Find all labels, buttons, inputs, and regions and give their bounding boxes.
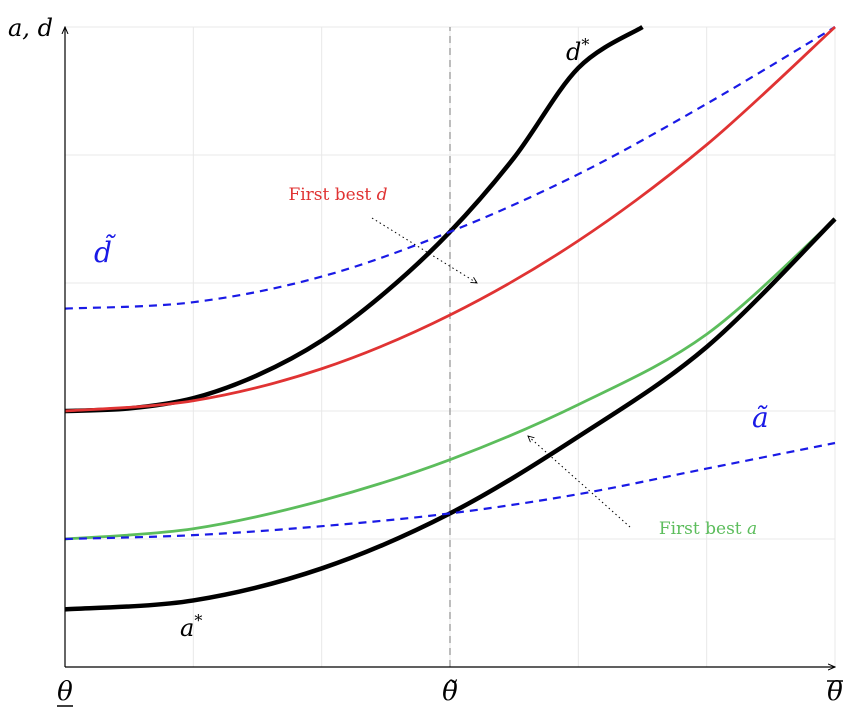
tick-labels: θ θ̃ θ: [57, 677, 843, 707]
x-tick-label-0: θ: [57, 677, 73, 707]
annotation-a-tilde: ã: [752, 401, 769, 434]
a-star-curve: [64, 217, 837, 612]
x-tick-label-1: θ̃: [442, 677, 458, 707]
a-tilde-curve: [64, 441, 836, 541]
d-tilde-curve: [64, 26, 836, 310]
y-axis-label: a, d: [8, 14, 53, 42]
d-star-curve: [64, 25, 644, 414]
annotation-first-best-a: First best a: [659, 519, 757, 539]
first-best-d-curve: [64, 25, 836, 413]
first-best-a-curve: [64, 217, 836, 541]
first-best-a-pointer: [528, 436, 631, 528]
axes: a, d: [8, 14, 835, 667]
series-group: [64, 25, 837, 612]
annotation-first-best-d: First best d: [288, 185, 387, 205]
annotation-a-star: a*: [180, 611, 202, 642]
annotation-d-tilde: d̃: [94, 234, 117, 269]
x-tick-label-2: θ: [827, 677, 843, 707]
